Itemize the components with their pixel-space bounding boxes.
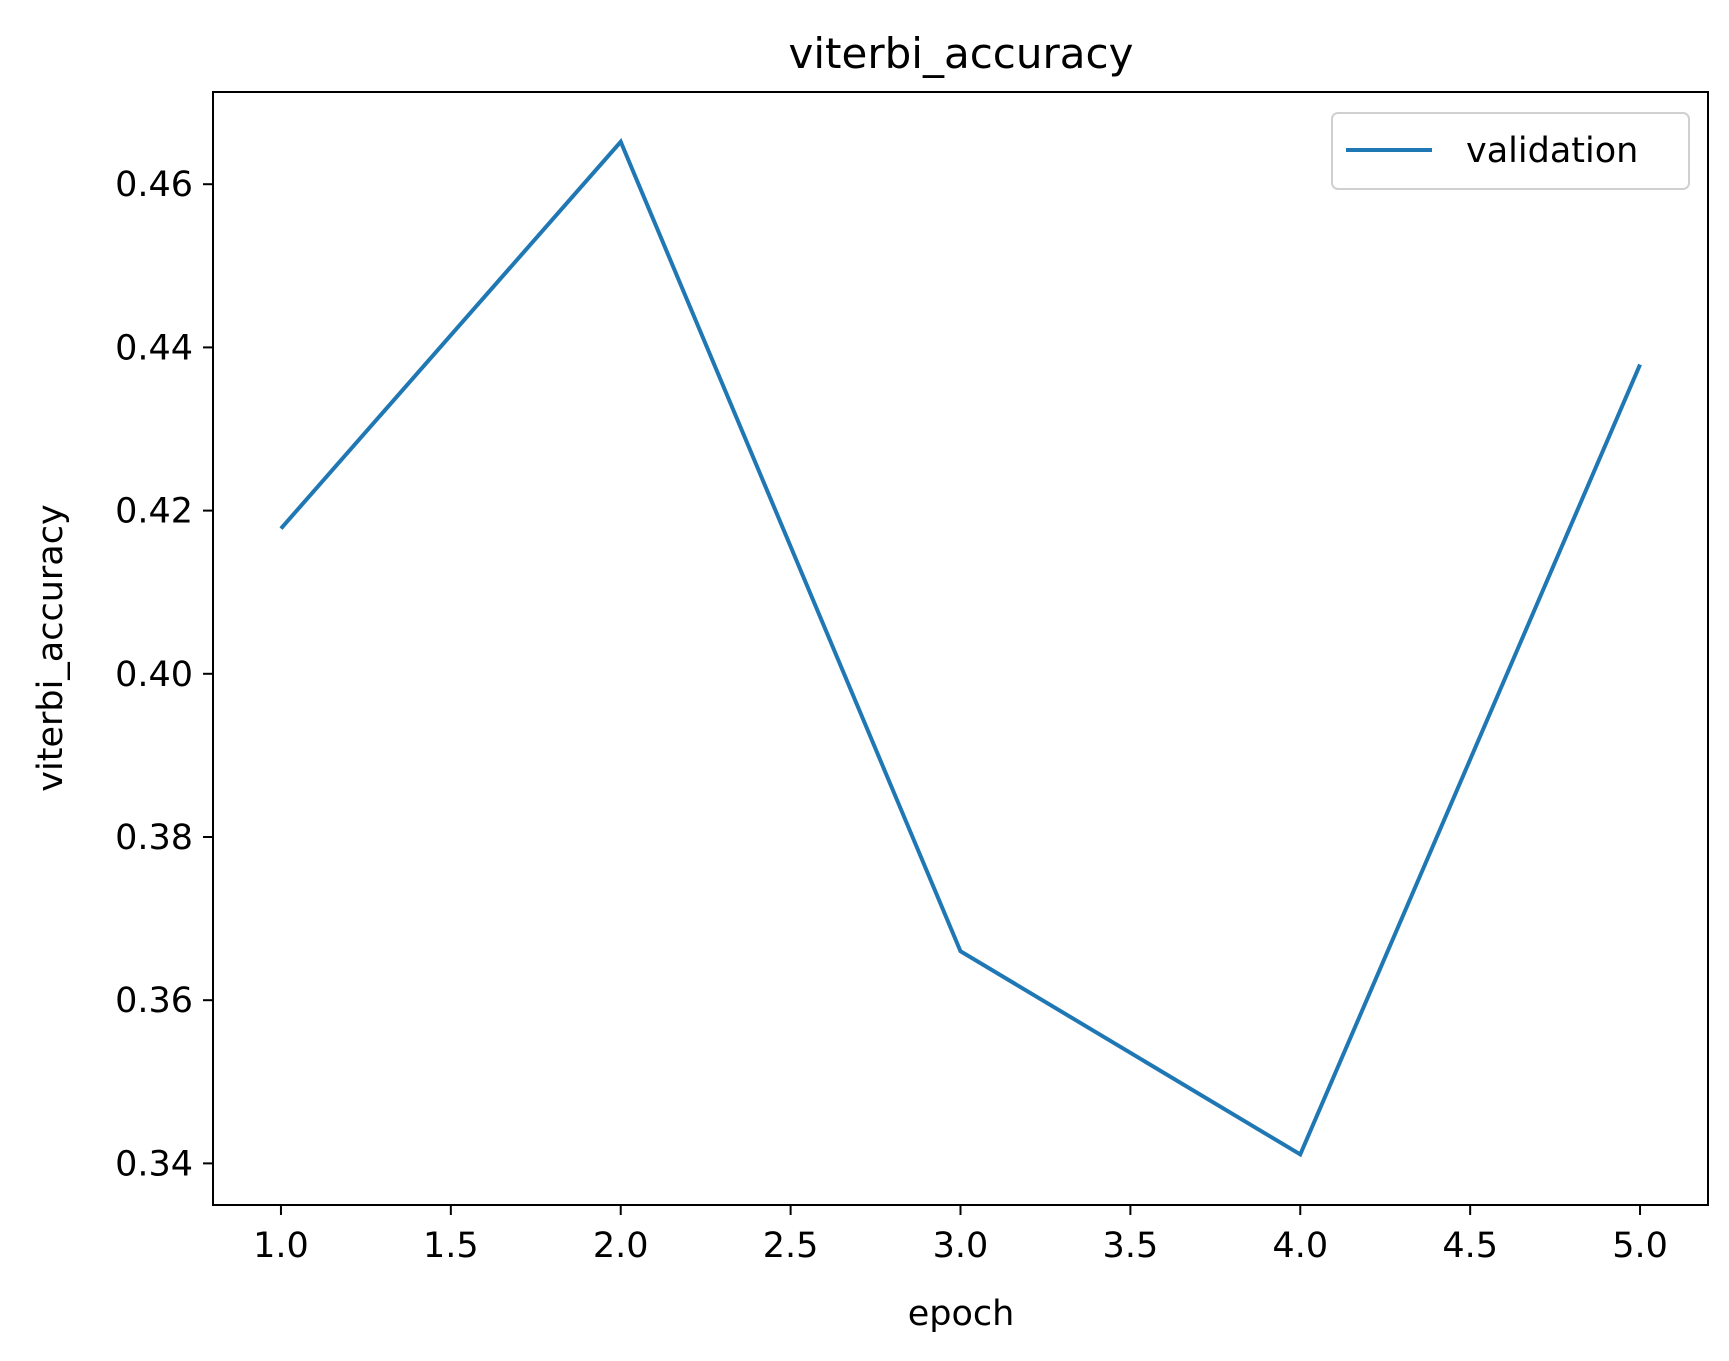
x-tick-label: 5.0 [1612, 1226, 1668, 1266]
y-tick-label: 0.44 [115, 328, 193, 368]
y-tick-label: 0.46 [115, 165, 193, 205]
x-axis-label: epoch [908, 1294, 1015, 1334]
x-tick-label: 2.5 [763, 1226, 819, 1266]
x-tick-label: 4.5 [1442, 1226, 1498, 1266]
x-axis-ticks: 1.0 1.5 2.0 2.5 3.0 3.5 4.0 4.5 5.0 [253, 1205, 1668, 1266]
x-tick-label: 1.5 [423, 1226, 479, 1266]
x-tick-label: 3.5 [1103, 1226, 1159, 1266]
y-axis-ticks: 0.34 0.36 0.38 0.40 0.42 0.44 0.46 [115, 165, 213, 1184]
y-tick-label: 0.36 [115, 981, 193, 1021]
chart-title: viterbi_accuracy [789, 29, 1134, 78]
series-layer [279, 138, 1642, 1158]
series-line-validation [279, 138, 1642, 1158]
x-tick-label: 3.0 [933, 1226, 989, 1266]
y-tick-label: 0.38 [115, 818, 193, 858]
y-tick-label: 0.42 [115, 492, 193, 532]
y-tick-label: 0.40 [115, 655, 193, 695]
plot-area-frame [212, 91, 1709, 1206]
legend-frame [1331, 112, 1690, 190]
x-tick-label: 2.0 [593, 1226, 649, 1266]
y-axis-label: viterbi_accuracy [31, 504, 71, 791]
x-tick-label: 4.0 [1272, 1226, 1328, 1266]
legend-label-validation: validation [1466, 131, 1638, 171]
legend: validation [1331, 112, 1690, 190]
y-tick-label: 0.34 [115, 1144, 193, 1184]
x-tick-label: 1.0 [253, 1226, 309, 1266]
